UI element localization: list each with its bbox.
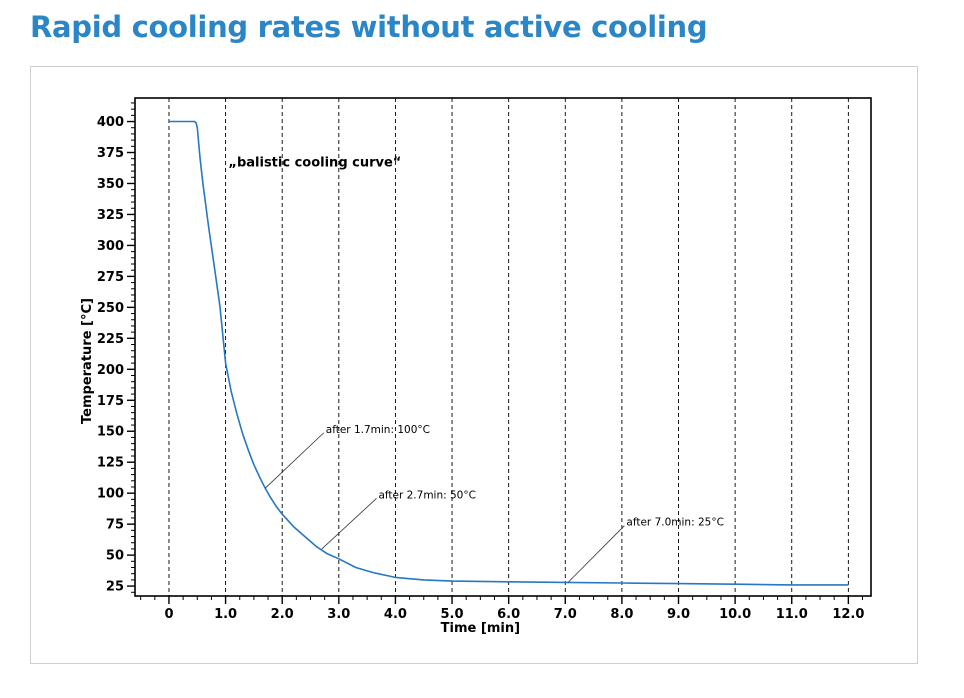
y-tick-label: 75 (106, 518, 124, 533)
x-tick-label: 12.0 (832, 607, 864, 622)
y-tick-label: 225 (97, 332, 124, 347)
x-tick-label: 4.0 (384, 607, 407, 622)
y-tick-label: 375 (97, 146, 124, 161)
y-tick-label: 175 (97, 394, 124, 409)
x-tick-label: 0 (164, 607, 173, 622)
x-tick-label: 9.0 (667, 607, 690, 622)
y-tick-label: 275 (97, 270, 124, 285)
x-tick-label: 10.0 (719, 607, 751, 622)
y-tick-label: 100 (97, 487, 124, 502)
plot-border (134, 97, 872, 597)
y-tick-label: 300 (97, 239, 124, 254)
x-tick-label: 8.0 (610, 607, 633, 622)
annotation-label: after 1.7min: 100°C (326, 424, 430, 436)
y-tick-label: 250 (97, 301, 124, 316)
x-tick-label: 6.0 (497, 607, 520, 622)
y-axis-label: Temperature [°C] (80, 298, 95, 424)
x-axis-label: Time [min] (441, 621, 520, 636)
y-tick-label: 400 (97, 115, 124, 130)
annotation-label: after 7.0min: 25°C (626, 517, 724, 529)
annotation-leader-line (567, 525, 625, 583)
x-tick-label: 11.0 (776, 607, 808, 622)
x-tick-label: 7.0 (554, 607, 577, 622)
curve-title-annotation: „balistic cooling curve“ (228, 155, 401, 170)
annotation-label: after 2.7min: 50°C (378, 489, 476, 501)
y-tick-label: 50 (106, 549, 124, 564)
cooling-curve-line (169, 120, 849, 586)
y-tick-label: 200 (97, 363, 124, 378)
page-title: Rapid cooling rates without active cooli… (30, 10, 708, 44)
y-tick-label: 350 (97, 177, 124, 192)
x-tick-label: 5.0 (441, 607, 464, 622)
x-tick-label: 2.0 (271, 607, 294, 622)
y-tick-label: 25 (106, 580, 124, 595)
y-tick-label: 150 (97, 425, 124, 440)
cooling-chart: 0 1.0 2.0 3.0 4.0 5.0 6.0 7.0 8.0 9.0 10.0 11.0 12.0… (80, 97, 872, 636)
annotation-leader-line (321, 498, 377, 550)
y-tick-label: 125 (97, 456, 124, 471)
y-tick-label: 325 (97, 208, 124, 223)
annotation-leader-line (264, 432, 325, 489)
x-tick-label: 1.0 (214, 607, 237, 622)
chart-frame: 0 1.0 2.0 3.0 4.0 5.0 6.0 7.0 8.0 9.0 10.0 11.0 12.0… (30, 66, 918, 664)
x-tick-label: 3.0 (327, 607, 350, 622)
